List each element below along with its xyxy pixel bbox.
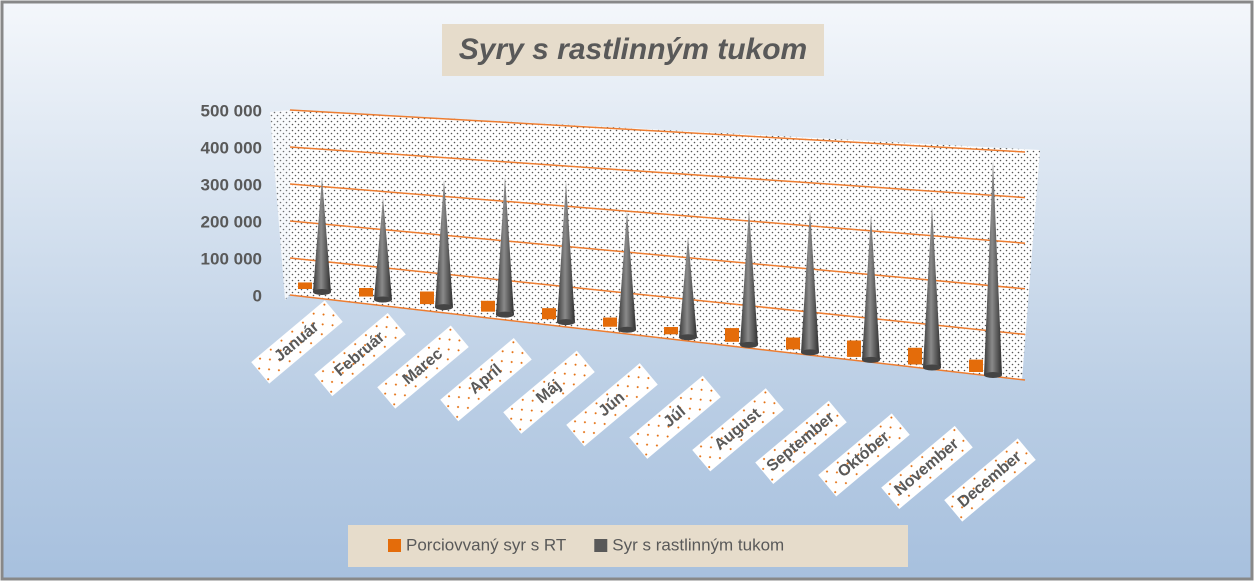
cone (435, 179, 453, 308)
cone-base (923, 364, 941, 371)
cone (557, 181, 575, 323)
bar (786, 337, 800, 350)
grid-line (289, 220, 1026, 290)
cone-base (313, 289, 331, 295)
legend-label: Syr s rastlinným tukom (612, 535, 784, 554)
bar (359, 287, 373, 297)
cone (923, 206, 941, 368)
grid-line (289, 257, 1026, 336)
x-tick-bg (377, 325, 469, 409)
bar (969, 359, 983, 372)
x-tick-bg (314, 312, 406, 397)
bar (481, 300, 495, 312)
chart-title: Syry s rastlinným tukom (459, 33, 807, 66)
legend-swatch (388, 539, 401, 552)
grid-line (289, 109, 1026, 153)
grid-line (289, 183, 1026, 244)
cone-base (557, 319, 575, 326)
x-tick-bg (881, 425, 973, 510)
bar (664, 327, 678, 335)
x-tick-bg (503, 350, 595, 434)
cone-base (862, 356, 880, 363)
title-box (442, 24, 824, 76)
cone-base (374, 296, 392, 303)
x-tick-bg (818, 413, 910, 497)
bar (908, 347, 922, 365)
bar (725, 328, 739, 342)
x-tick-bg (629, 375, 721, 459)
cone (740, 208, 758, 345)
x-tick-bg (755, 400, 847, 484)
bar (542, 308, 556, 320)
cone-base (435, 304, 453, 311)
cone (984, 160, 1002, 375)
y-tick-label: 500 000 (201, 101, 262, 120)
cone (618, 211, 636, 330)
cone-base (496, 311, 514, 318)
x-tick-group: Máj (503, 350, 595, 434)
cone (862, 214, 880, 360)
x-tick-bg (251, 300, 343, 384)
cone (374, 197, 392, 300)
grid-line (289, 146, 1026, 199)
x-tick-bg (692, 388, 784, 472)
bar (420, 291, 434, 305)
cone-base (679, 334, 697, 341)
cone-base (618, 326, 636, 333)
x-tick-bg (944, 438, 1036, 522)
back-wall (290, 110, 1040, 380)
y-tick-label: 400 000 (201, 138, 262, 157)
cone-base (801, 349, 819, 356)
side-wall (270, 110, 290, 300)
x-tick-bg (440, 338, 532, 422)
y-tick-label: 200 000 (201, 212, 262, 231)
y-tick-label: 0 (253, 286, 262, 305)
cone-base (984, 372, 1002, 378)
legend-swatch (594, 539, 608, 552)
bar (298, 282, 312, 289)
x-tick-group: Júl (629, 375, 721, 459)
grid-line (289, 294, 1026, 381)
cone (679, 237, 697, 338)
legend-label: Porciovvaný syr s RT (406, 535, 566, 554)
legend-box (348, 525, 908, 567)
y-tick-label: 100 000 (201, 249, 262, 268)
bar (847, 340, 861, 357)
cone (801, 209, 819, 353)
y-tick-label: 300 000 (201, 175, 262, 194)
cone (313, 177, 331, 292)
bar (603, 317, 617, 327)
cone (496, 176, 514, 315)
x-tick-bg (566, 363, 658, 447)
cone-base (740, 341, 758, 348)
